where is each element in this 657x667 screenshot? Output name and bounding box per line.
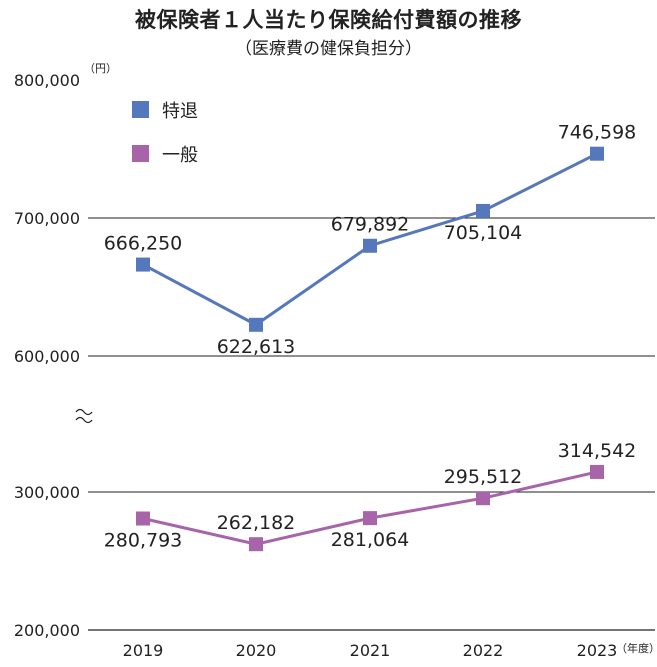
data-point-marker: [249, 317, 263, 332]
data-point-marker: [590, 464, 604, 479]
y-unit-label: （円）: [84, 62, 117, 75]
data-label: 666,250: [104, 233, 183, 255]
data-point-marker: [590, 146, 604, 161]
x-tick-label: 2019: [123, 641, 164, 660]
x-tick-label: 2021: [350, 641, 391, 660]
data-point-marker: [249, 537, 263, 552]
y-tick-label: 300,000: [14, 483, 80, 502]
data-point-marker: [476, 203, 490, 218]
y-tick-label: 200,000: [14, 621, 80, 640]
x-unit-label: （年度）: [616, 641, 657, 655]
x-tick-label: 2022: [463, 641, 504, 660]
legend-label: 特退: [162, 101, 198, 122]
y-tick-label: 800,000: [14, 71, 80, 90]
data-point-marker: [476, 491, 490, 506]
legend-label: 一般: [162, 145, 198, 166]
y-tick-label: 700,000: [14, 209, 80, 228]
data-label: 281,064: [331, 529, 410, 551]
y-tick-label: 600,000: [14, 347, 80, 366]
legend-swatch: [132, 145, 149, 162]
data-point-marker: [363, 238, 377, 253]
x-tick-label: 2020: [236, 641, 277, 660]
axis-break-mark: [75, 408, 93, 424]
data-label: 705,104: [444, 222, 523, 244]
x-tick-label: 2023: [577, 641, 618, 660]
data-point-marker: [136, 257, 150, 272]
data-label: 746,598: [558, 122, 637, 144]
data-point-marker: [363, 511, 377, 526]
data-label: 262,182: [217, 512, 296, 534]
data-point-marker: [136, 511, 150, 526]
chart-title: 被保険者１人当たり保険給付費額の推移: [135, 8, 522, 32]
data-label: 622,613: [217, 336, 296, 358]
data-label: 280,793: [104, 530, 183, 552]
chart-subtitle: （医療費の健保負担分）: [235, 39, 422, 59]
legend-swatch: [132, 101, 149, 118]
data-label: 679,892: [331, 214, 410, 236]
data-label: 314,542: [558, 440, 637, 462]
data-label: 295,512: [444, 466, 523, 488]
